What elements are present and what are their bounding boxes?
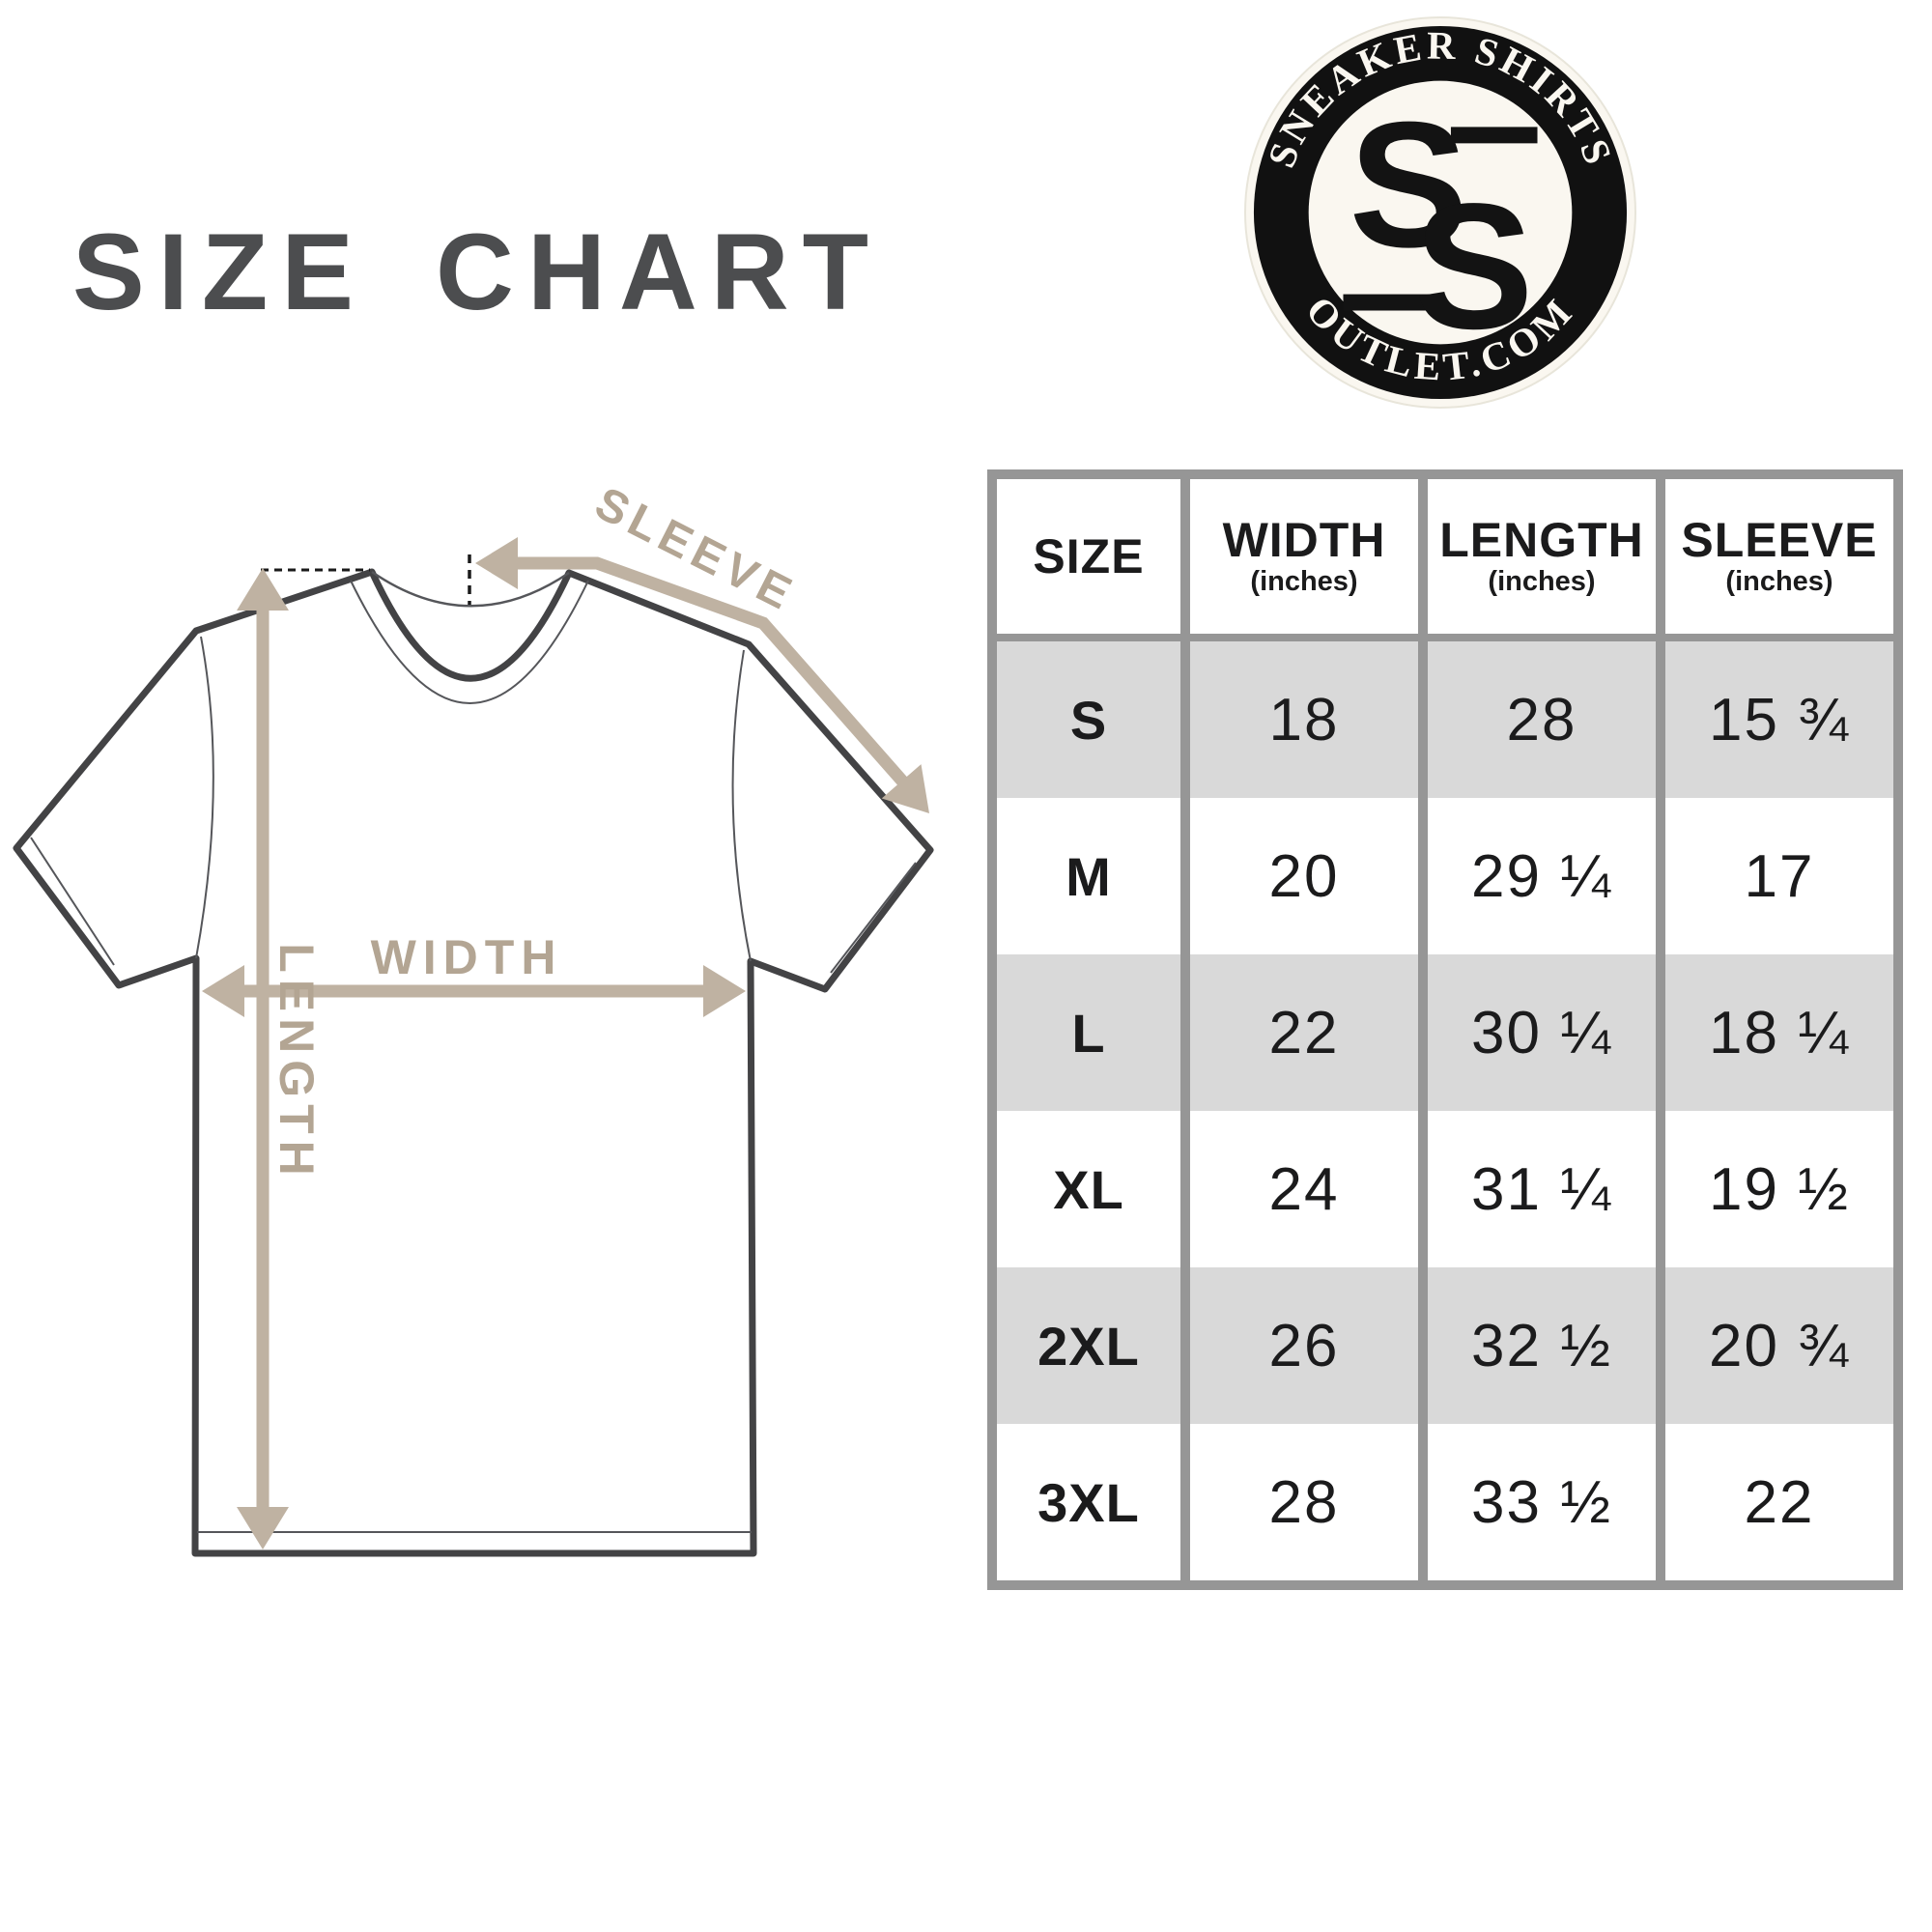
column-header-label: SIZE	[1033, 528, 1145, 583]
header-cell-width: WIDTH (inches)	[1190, 479, 1418, 641]
right-armhole-seam	[731, 649, 752, 962]
header-cell-length: LENGTH (inches)	[1428, 479, 1656, 641]
monogram-top-bar	[1450, 127, 1538, 144]
monogram-letter-s2: S	[1414, 166, 1533, 366]
page-title: SIZE CHART	[72, 212, 882, 332]
table-row-3xl-sleeve: 22	[1665, 1424, 1893, 1580]
length-label: LENGTH	[270, 943, 324, 1182]
length-arrowhead-bottom	[237, 1507, 289, 1549]
width-arrow	[202, 965, 746, 1017]
table-row-2xl-length: 32 ½	[1428, 1267, 1656, 1424]
header-cell-sleeve: SLEEVE (inches)	[1665, 479, 1893, 641]
width-label: WIDTH	[371, 930, 563, 984]
length-arrow	[237, 568, 289, 1549]
logo-monogram-sso: S S	[1343, 85, 1538, 366]
monogram-bottom-bar	[1343, 294, 1431, 311]
column-header-label: SLEEVE	[1681, 512, 1878, 567]
table-row-2xl-width: 26	[1190, 1267, 1418, 1424]
width-arrowhead-left	[202, 965, 244, 1017]
sleeve-arrowhead-end	[881, 764, 929, 813]
table-row-m-length: 29 ¼	[1428, 798, 1656, 954]
table-row-s-length: 28	[1428, 641, 1656, 798]
table-row-l-length: 30 ¼	[1428, 954, 1656, 1111]
table-row-m-size: M	[997, 798, 1180, 954]
sleeve-label: SLEEVE	[587, 477, 805, 622]
left-cuff-seam	[30, 837, 115, 966]
collar-back-seam	[371, 570, 570, 608]
table-row-xl-sleeve: 19 ½	[1665, 1111, 1893, 1267]
table-row-xl-size: XL	[997, 1111, 1180, 1267]
table-row-2xl-size: 2XL	[997, 1267, 1180, 1424]
table-row-s-width: 18	[1190, 641, 1418, 798]
table-row-xl-width: 24	[1190, 1111, 1418, 1267]
table-row-m-width: 20	[1190, 798, 1418, 954]
right-cuff-seam	[830, 862, 917, 974]
table-row-s-size: S	[997, 641, 1180, 798]
table-row-3xl-length: 33 ½	[1428, 1424, 1656, 1580]
left-armhole-seam	[195, 636, 214, 959]
table-row-3xl-size: 3XL	[997, 1424, 1180, 1580]
width-arrowhead-right	[703, 965, 746, 1017]
table-row-3xl-width: 28	[1190, 1424, 1418, 1580]
table-row-xl-length: 31 ¼	[1428, 1111, 1656, 1267]
table-row-l-size: L	[997, 954, 1180, 1111]
logo-inner-circle	[1308, 80, 1573, 345]
table-row-2xl-sleeve: 20 ¾	[1665, 1267, 1893, 1424]
table-row-s-sleeve: 15 ¾	[1665, 641, 1893, 798]
brand-logo: SNEAKER SHIRTS OUTLET.COM S S	[1243, 15, 1637, 410]
header-cell-size: SIZE	[997, 479, 1180, 641]
sleeve-arrowhead-left	[475, 537, 518, 589]
tshirt-outline	[13, 568, 934, 1557]
monogram-letter-s1: S	[1349, 85, 1467, 285]
column-header-unit: (inches)	[1250, 566, 1358, 598]
table-row-l-width: 22	[1190, 954, 1418, 1111]
table-row-l-sleeve: 18 ¼	[1665, 954, 1893, 1111]
length-arrowhead-top	[237, 568, 289, 611]
column-header-label: WIDTH	[1222, 512, 1386, 567]
table-row-m-sleeve: 17	[1665, 798, 1893, 954]
size-table: SIZE WIDTH (inches) LENGTH (inches) SLEE…	[987, 469, 1903, 1590]
sleeve-arrow	[475, 537, 929, 813]
column-header-label: LENGTH	[1439, 512, 1644, 567]
collar-outer-seam	[350, 580, 589, 704]
column-header-unit: (inches)	[1488, 566, 1596, 598]
column-header-unit: (inches)	[1725, 566, 1833, 598]
